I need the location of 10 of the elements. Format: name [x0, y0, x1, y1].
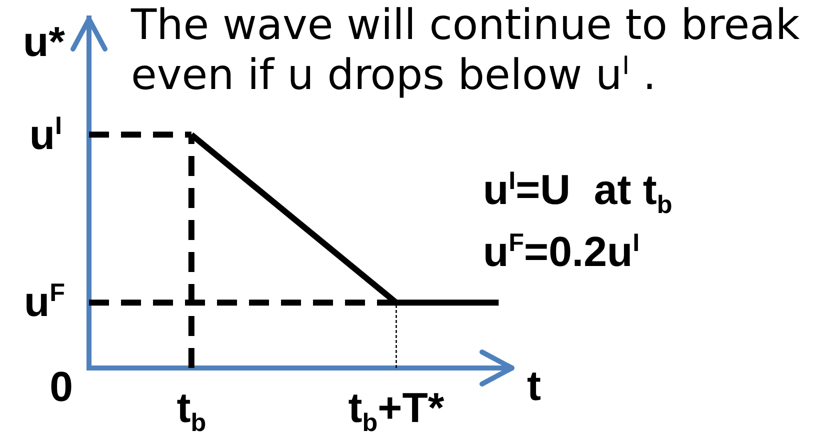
- text: 0: [50, 363, 73, 410]
- text: u$^{I}$: [29, 111, 62, 158]
- annotation: u$^{I}$=U at t$_{b}$: [483, 166, 672, 219]
- x-axis-title: t: [527, 362, 541, 409]
- y-axis-title: u*: [23, 18, 65, 65]
- text: u$^{F}$: [24, 278, 65, 325]
- text: The wave will continue to break even if u drops below u$^{I}$ .: [131, 0, 801, 100]
- annotation: u$^{F}$=0.2u$^{I}$: [483, 228, 640, 275]
- x-tick-label: t$_{b}$: [176, 384, 206, 437]
- x-tick-label: t$_{b}$+T*: [348, 384, 444, 437]
